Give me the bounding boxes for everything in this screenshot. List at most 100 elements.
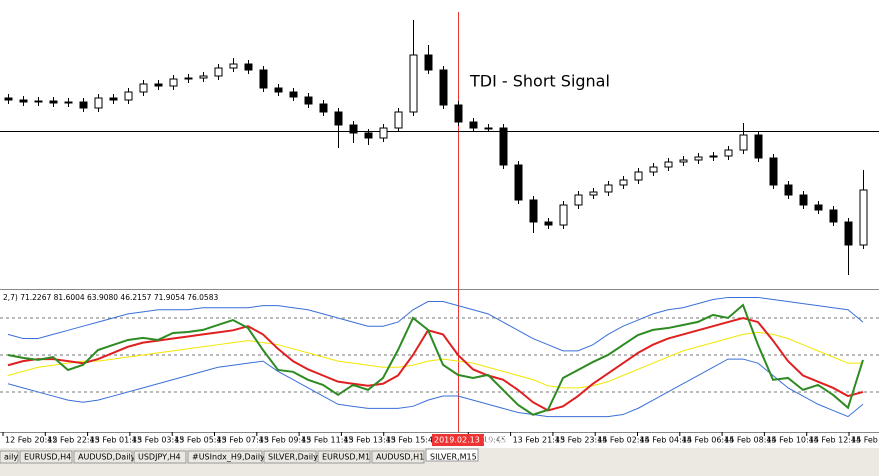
x-tick-label: 13 Feb 09:45 — [259, 436, 311, 445]
candle-body — [109, 97, 118, 101]
candle-body — [214, 67, 223, 77]
tab-label: USDJPY,H4 — [138, 453, 181, 462]
tab-label: #USIndx_H9,Daily — [192, 453, 265, 462]
indicator-line — [7, 331, 863, 389]
candle-body — [49, 100, 58, 104]
candle-body — [844, 221, 853, 246]
candle-body — [799, 194, 808, 206]
candle-body — [424, 54, 433, 71]
candle-body — [334, 111, 343, 126]
candle-body — [484, 127, 493, 130]
annotation: TDI - Short Signal — [469, 72, 610, 91]
x-tick-label: eb 19:45 — [470, 436, 506, 445]
candle-body — [244, 63, 253, 71]
candle-body — [724, 149, 733, 157]
candle-body — [229, 63, 238, 69]
x-tick-label: 14 Feb 02:45 — [597, 436, 649, 445]
x-tick-label: 13 Feb 01:45 — [90, 436, 142, 445]
candle-body — [154, 83, 163, 87]
candle-body — [379, 127, 388, 139]
candle-body — [124, 91, 133, 101]
candle-body — [604, 184, 613, 193]
candle-body — [139, 83, 148, 93]
x-tick-label: 13 Feb 21:45 — [513, 436, 565, 445]
candle-body — [784, 184, 793, 196]
tab[interactable] — [317, 450, 371, 464]
x-tick-label: 13 Feb 23:45 — [555, 436, 607, 445]
candle-body — [94, 97, 103, 109]
tab[interactable] — [73, 450, 133, 464]
indicator-line — [7, 296, 864, 352]
tab-label: SILVER,Daily — [268, 453, 318, 462]
candle-body — [409, 54, 418, 113]
candle-body — [574, 194, 583, 206]
tab-label: EURUSD,H4 — [24, 453, 71, 462]
candle-body — [754, 134, 763, 159]
candle-body — [64, 101, 73, 104]
indicator-line — [7, 303, 864, 416]
candle-body — [619, 179, 628, 186]
x-tick-label: 14 Feb 08:45 — [724, 436, 776, 445]
tab[interactable] — [133, 450, 187, 464]
cursor-time-bg — [432, 434, 484, 446]
x-tick-label: 13 Feb 07:45 — [217, 436, 269, 445]
x-tick-label: 12 Feb 22:45 — [47, 436, 99, 445]
indicator-header: 2,7) 71.2267 81.6004 63.9080 46.2157 71.… — [3, 293, 218, 302]
candle-body — [544, 221, 553, 226]
cursor-time: 2019.02.13 19:00 — [432, 434, 505, 446]
candle-body — [4, 97, 13, 101]
x-tick-label: 14 Feb 14:45 — [851, 436, 879, 445]
candle-body — [664, 161, 673, 168]
candle-body — [364, 132, 373, 139]
candle-body — [649, 166, 658, 173]
candle-body — [709, 155, 718, 158]
candle-body — [769, 157, 778, 186]
candle-body — [454, 104, 463, 123]
x-tick-label: 13 Feb 05:45 — [174, 436, 226, 445]
candle-body — [349, 124, 358, 134]
tab-label: SILVER,M15 — [430, 453, 477, 462]
tab-label: aily — [4, 453, 18, 462]
x-tick-label: 12 Feb 20:45 — [5, 436, 57, 445]
tab-label: AUDUSD,H1 — [376, 453, 424, 462]
candle-body — [529, 199, 538, 223]
candle-body — [499, 127, 508, 166]
x-tick-label: 14 Feb 04:45 — [640, 436, 692, 445]
tab-label: AUDUSD,Daily — [78, 453, 136, 462]
tab[interactable] — [187, 450, 263, 464]
candle-body — [694, 156, 703, 161]
candle-body — [634, 171, 643, 181]
candle-body — [274, 87, 283, 93]
x-tick-label: 13 Feb 03:45 — [132, 436, 184, 445]
candle-body — [184, 77, 193, 80]
tab-label: EURUSD,M1 — [322, 453, 370, 462]
tab[interactable] — [425, 448, 479, 462]
tab[interactable] — [0, 450, 19, 464]
candle-body — [589, 191, 598, 196]
candle-body — [394, 111, 403, 129]
candle-body — [859, 189, 868, 246]
tab[interactable] — [19, 450, 73, 464]
candle-body — [679, 159, 688, 163]
tab[interactable] — [371, 450, 425, 464]
candle-body — [259, 69, 268, 89]
candle-body — [739, 134, 748, 151]
candle-body — [319, 103, 328, 113]
indicator-line — [7, 358, 864, 418]
candle-body — [169, 78, 178, 87]
candle-body — [439, 69, 448, 106]
candle-body — [34, 100, 43, 103]
candle-body — [814, 204, 823, 211]
x-tick-label: 14 Feb 12:45 — [809, 436, 861, 445]
x-tick-label: 13 Feb 15:45 — [386, 436, 438, 445]
x-tick-label: 13 Feb 13:45 — [343, 436, 395, 445]
x-tick-label: 13 Feb 11:45 — [301, 436, 353, 445]
candle-body — [514, 164, 523, 201]
candle-body — [79, 101, 88, 109]
tab[interactable] — [263, 450, 317, 464]
indicator-line — [7, 316, 864, 412]
candle-body — [829, 209, 838, 223]
candle-body — [469, 121, 478, 129]
candle-body — [199, 75, 208, 79]
